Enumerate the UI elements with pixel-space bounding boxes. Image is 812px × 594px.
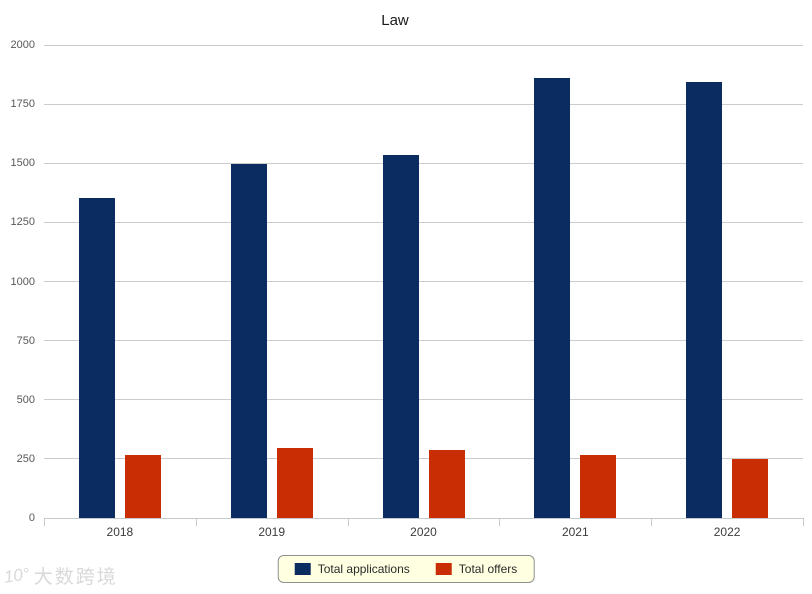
gridline	[44, 281, 803, 282]
x-axis-category-label: 2019	[258, 525, 286, 539]
bar-total-offers	[124, 454, 161, 518]
x-axis-category-label: 2022	[713, 525, 741, 539]
y-axis-tick-label: 750	[16, 334, 35, 347]
bar-total-applications	[686, 81, 723, 518]
legend-entry-total-offers[interactable]: Total offers	[435, 562, 518, 576]
bar-total-applications	[78, 197, 115, 518]
x-axis-tick	[347, 518, 349, 526]
y-axis-tick-label: 0	[28, 512, 35, 524]
gridline	[44, 340, 803, 342]
x-axis-tick	[195, 518, 197, 526]
bar-total-applications	[534, 77, 571, 518]
gridline	[44, 458, 803, 460]
legend-label: Total applications	[317, 562, 410, 576]
x-axis-category-label: 2018	[106, 525, 134, 539]
gridline	[44, 103, 803, 105]
y-axis-tick-label: 500	[16, 393, 35, 406]
bar-total-applications	[230, 163, 267, 518]
bar-total-applications	[382, 154, 419, 518]
gridline	[44, 399, 803, 401]
gridline	[44, 44, 803, 46]
y-axis-tick-label: 250	[16, 452, 35, 465]
chart-title: Law	[381, 12, 409, 29]
bar-total-offers	[428, 450, 465, 518]
legend-swatch	[435, 563, 452, 575]
gridline	[44, 162, 803, 164]
x-axis-tick	[803, 518, 804, 526]
watermark-logo-icon: 10°	[2, 563, 31, 587]
watermark: 10° 大数跨境	[2, 562, 118, 589]
y-axis-tick-label: 1250	[10, 216, 35, 229]
x-axis-tick	[44, 518, 45, 526]
bar-total-offers	[732, 459, 769, 518]
x-axis-category-label: 2020	[410, 525, 437, 539]
bar-total-offers	[276, 448, 313, 518]
x-axis-tick	[499, 518, 501, 526]
legend: Total applications Total offers	[277, 555, 535, 583]
y-axis-tick-label: 1750	[10, 98, 35, 111]
plot-area	[44, 44, 803, 519]
y-axis-tick-label: 2000	[10, 39, 35, 51]
legend-entry-total-applications[interactable]: Total applications	[294, 562, 410, 576]
gridline	[44, 221, 803, 223]
bar-total-offers	[580, 455, 617, 518]
y-axis-tick-label: 1000	[10, 275, 35, 288]
x-axis-category-label: 2021	[561, 525, 589, 539]
y-axis-tick-label: 1500	[10, 157, 35, 170]
legend-label: Total offers	[458, 562, 518, 576]
x-axis-tick	[651, 518, 653, 526]
legend-swatch	[294, 563, 311, 575]
watermark-text: 大数跨境	[33, 567, 118, 588]
